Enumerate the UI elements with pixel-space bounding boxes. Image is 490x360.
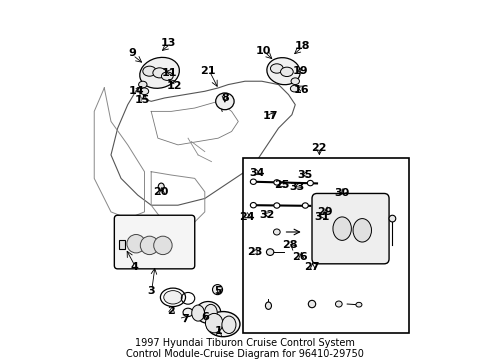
Ellipse shape xyxy=(291,78,299,85)
Bar xyxy=(244,158,409,333)
Ellipse shape xyxy=(140,88,148,95)
Ellipse shape xyxy=(308,300,316,308)
Ellipse shape xyxy=(266,302,271,309)
Ellipse shape xyxy=(192,305,204,321)
Ellipse shape xyxy=(267,58,300,85)
Text: 33: 33 xyxy=(289,182,305,192)
Ellipse shape xyxy=(291,85,299,92)
Text: 3: 3 xyxy=(147,285,155,296)
Text: 34: 34 xyxy=(249,168,265,178)
Ellipse shape xyxy=(206,311,240,337)
Text: 23: 23 xyxy=(247,247,263,257)
Text: 35: 35 xyxy=(298,170,313,180)
Text: 27: 27 xyxy=(304,262,320,272)
Ellipse shape xyxy=(143,66,156,76)
Ellipse shape xyxy=(270,64,283,73)
Text: 20: 20 xyxy=(153,187,169,197)
Text: 28: 28 xyxy=(282,240,298,251)
Ellipse shape xyxy=(204,304,217,320)
Ellipse shape xyxy=(158,183,164,190)
Ellipse shape xyxy=(389,215,396,222)
Ellipse shape xyxy=(250,203,256,208)
Ellipse shape xyxy=(213,285,222,294)
Text: 29: 29 xyxy=(318,207,333,217)
Text: 25: 25 xyxy=(274,180,290,190)
FancyBboxPatch shape xyxy=(312,193,389,264)
Ellipse shape xyxy=(216,93,234,110)
Text: 5: 5 xyxy=(215,285,222,296)
Text: 2: 2 xyxy=(168,306,175,316)
Text: 22: 22 xyxy=(311,143,326,153)
Text: 6: 6 xyxy=(201,312,209,323)
Ellipse shape xyxy=(222,316,236,333)
Text: 7: 7 xyxy=(181,314,189,324)
Text: 1: 1 xyxy=(214,326,222,336)
Ellipse shape xyxy=(307,180,313,186)
Text: 26: 26 xyxy=(293,252,308,262)
Ellipse shape xyxy=(280,67,293,77)
Text: 14: 14 xyxy=(128,86,144,96)
Ellipse shape xyxy=(267,249,274,256)
Text: 19: 19 xyxy=(293,66,308,76)
Ellipse shape xyxy=(353,219,371,242)
Ellipse shape xyxy=(274,203,280,208)
Ellipse shape xyxy=(250,179,256,184)
Ellipse shape xyxy=(139,81,147,88)
Text: 24: 24 xyxy=(239,212,254,222)
Ellipse shape xyxy=(302,203,308,208)
Bar xyxy=(120,240,125,249)
Text: 17: 17 xyxy=(262,111,278,121)
Text: 16: 16 xyxy=(294,85,310,95)
Text: 21: 21 xyxy=(200,66,216,76)
Text: 15: 15 xyxy=(135,95,150,105)
FancyBboxPatch shape xyxy=(114,215,195,269)
Ellipse shape xyxy=(127,234,146,253)
Ellipse shape xyxy=(164,291,182,304)
Text: 32: 32 xyxy=(259,210,274,220)
Ellipse shape xyxy=(333,217,351,240)
Text: 31: 31 xyxy=(315,212,330,222)
Text: 8: 8 xyxy=(221,93,229,103)
Ellipse shape xyxy=(140,236,159,255)
Text: 9: 9 xyxy=(129,48,137,58)
Text: 4: 4 xyxy=(130,262,138,272)
Ellipse shape xyxy=(356,302,362,307)
Text: 11: 11 xyxy=(162,68,177,78)
Ellipse shape xyxy=(153,68,166,78)
Ellipse shape xyxy=(273,229,280,235)
Ellipse shape xyxy=(140,57,179,88)
Text: 18: 18 xyxy=(294,41,310,51)
Ellipse shape xyxy=(274,180,280,185)
Text: 1997 Hyundai Tiburon Cruise Control System
Control Module-Cruise Diagram for 964: 1997 Hyundai Tiburon Cruise Control Syst… xyxy=(126,338,364,359)
Ellipse shape xyxy=(205,314,223,333)
Text: 30: 30 xyxy=(335,189,350,198)
Text: 12: 12 xyxy=(167,81,182,91)
Text: 13: 13 xyxy=(160,38,175,48)
Ellipse shape xyxy=(196,302,220,323)
Ellipse shape xyxy=(161,72,173,80)
Ellipse shape xyxy=(154,236,172,255)
Text: 10: 10 xyxy=(256,46,271,56)
Ellipse shape xyxy=(336,301,342,307)
Ellipse shape xyxy=(183,308,193,316)
